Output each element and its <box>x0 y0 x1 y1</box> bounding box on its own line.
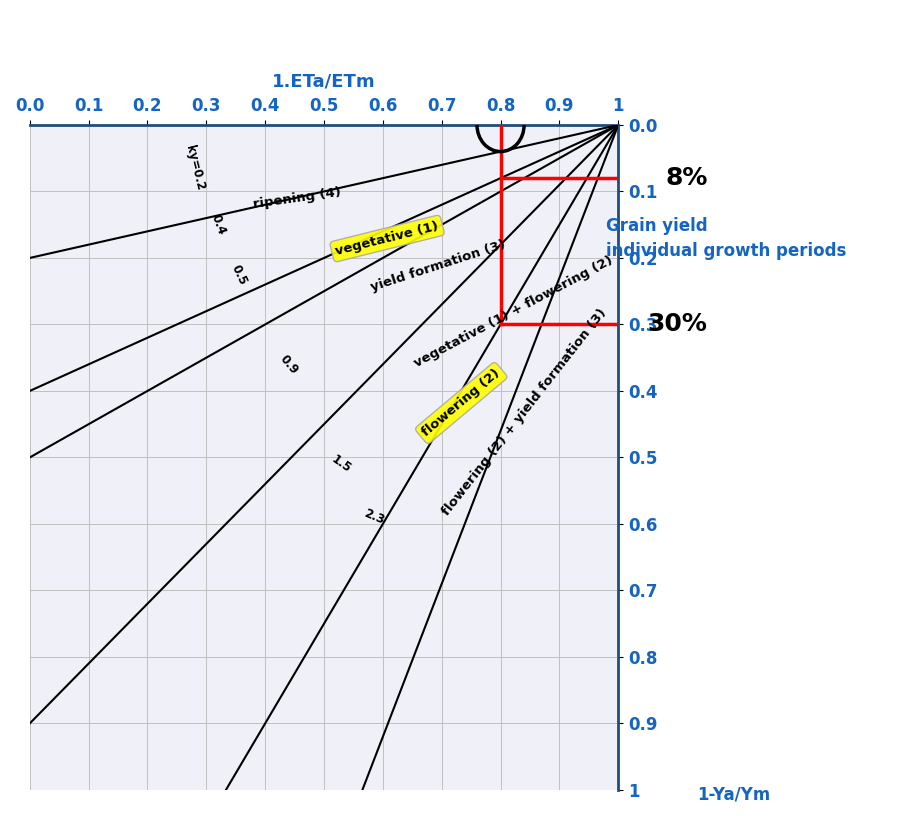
Text: 0.4: 0.4 <box>208 213 227 237</box>
Text: 2.3: 2.3 <box>362 508 386 527</box>
Text: vegetative (1): vegetative (1) <box>334 220 440 258</box>
Text: flowering (2): flowering (2) <box>419 366 503 439</box>
Text: ky=0.2: ky=0.2 <box>183 144 206 192</box>
Text: vegetative (1) + flowering (2): vegetative (1) + flowering (2) <box>412 254 615 370</box>
Text: 8%: 8% <box>665 166 708 190</box>
Y-axis label: 1-Ya/Ym: 1-Ya/Ym <box>698 785 771 803</box>
Text: 0.5: 0.5 <box>228 262 249 287</box>
Text: ripening (4): ripening (4) <box>252 186 342 211</box>
Text: flowering (2) + yield formation (3): flowering (2) + yield formation (3) <box>440 306 609 518</box>
Text: 30%: 30% <box>648 313 708 336</box>
Text: Grain yield
individual growth periods: Grain yield individual growth periods <box>606 216 847 259</box>
X-axis label: 1.ETa/ETm: 1.ETa/ETm <box>273 72 376 90</box>
Text: 0.9: 0.9 <box>277 353 300 377</box>
Text: 1.5: 1.5 <box>329 453 354 476</box>
Text: yield formation (3): yield formation (3) <box>369 238 507 294</box>
